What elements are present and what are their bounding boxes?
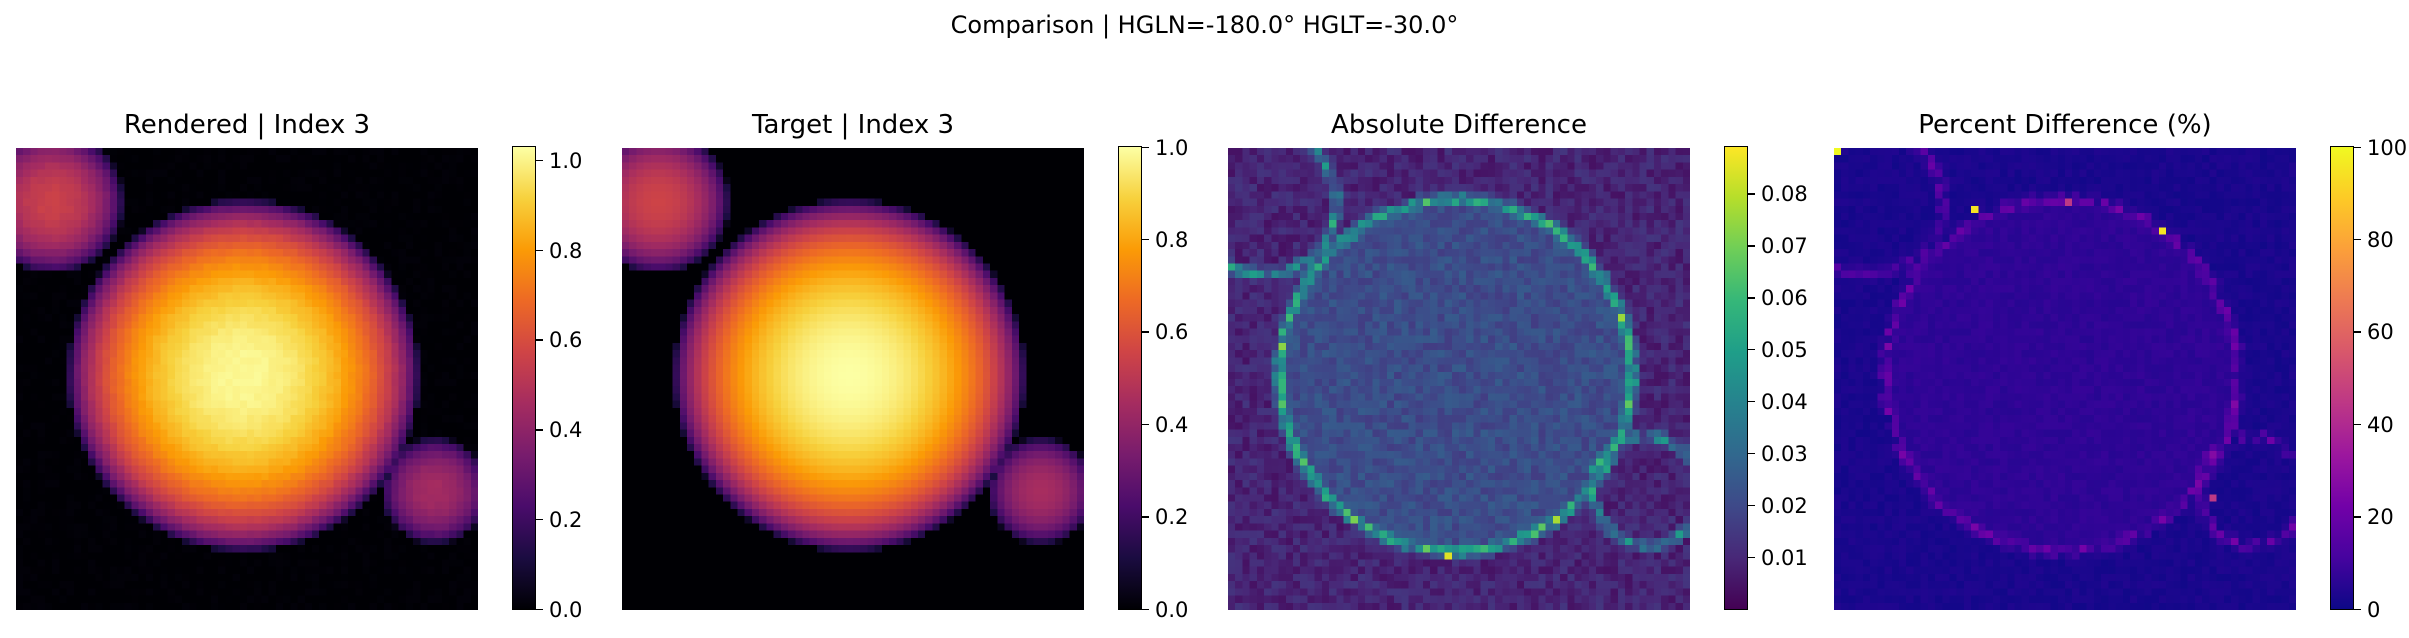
colorbar-tick-label: 0.2 [549, 507, 583, 532]
colorbar-tick-label: 0.05 [1761, 337, 1808, 362]
colorbar-target [1118, 146, 1142, 610]
colorbar-tick-mark [1142, 516, 1149, 518]
colorbar-tick-mark [1142, 608, 1149, 610]
colorbar-tick-mark [1142, 423, 1149, 426]
colorbar-tick-mark [1748, 556, 1755, 559]
figure-suptitle: Comparison | HGLN=-180.0° HGLT=-30.0° [950, 11, 1459, 39]
colorbar-tick-mark [536, 159, 543, 162]
colorbar-tick-label: 60 [2367, 320, 2394, 345]
colorbar-tick-mark [2354, 516, 2361, 518]
colorbar-tick-label: 0.6 [1155, 320, 1189, 345]
colorbar-tick-mark [2354, 238, 2361, 241]
colorbar-tick-mark [1748, 452, 1755, 455]
heatmap-target [622, 148, 1084, 610]
colorbar-percent-difference [2330, 146, 2354, 610]
colorbar-tick-label: 0.2 [1155, 505, 1189, 530]
colorbar-tick-mark [1142, 238, 1149, 241]
colorbar-tick-mark [536, 249, 543, 252]
colorbar-tick-label: 0.4 [549, 418, 583, 443]
panel-target: Target | Index 3 0.0 0.2 0.4 0.6 0.8 1.0 [622, 0, 1222, 638]
colorbar-ticks-percent-difference: 0 20 40 60 80 100 [2354, 136, 2409, 622]
colorbar-tick-label: 0.08 [1761, 182, 1808, 207]
colorbar-tick-label: 0.8 [549, 238, 583, 263]
panel-title-percent-difference: Percent Difference (%) [1918, 110, 2212, 140]
colorbar-tick-label: 0 [2367, 597, 2381, 622]
colorbar-tick-label: 1.0 [549, 148, 583, 173]
colorbar-tick-label: 40 [2367, 412, 2394, 437]
panel-title-rendered: Rendered | Index 3 [123, 110, 371, 140]
colorbar-tick-mark [536, 429, 543, 431]
colorbar-tick-mark [2354, 146, 2361, 148]
colorbar-tick-label: 0.01 [1761, 545, 1808, 570]
colorbar-tick-label: 0.8 [1155, 227, 1189, 252]
panel-title-absolute-difference: Absolute Difference [1331, 110, 1587, 140]
heatmap-percent-difference [1834, 148, 2296, 610]
colorbar-tick-mark [2354, 423, 2361, 426]
colorbar-absolute-difference [1724, 146, 1748, 610]
colorbar-tick-label: 0.03 [1761, 441, 1808, 466]
colorbar-tick-label: 0.6 [549, 328, 583, 353]
colorbar-tick-mark [1748, 245, 1755, 247]
colorbar-tick-label: 1.0 [1155, 135, 1189, 160]
colorbar-tick-label: 80 [2367, 227, 2394, 252]
colorbar-tick-label: 0.06 [1761, 286, 1808, 311]
colorbar-tick-mark [1748, 348, 1755, 351]
panel-percent-difference: Percent Difference (%) 0 20 40 60 80 100 [1834, 0, 2409, 638]
colorbar-tick-label: 0.4 [1155, 412, 1189, 437]
colorbar-tick-label: 20 [2367, 505, 2394, 530]
panel-rendered: Rendered | Index 3 0.0 0.2 0.4 0.6 0.8 1.0 [16, 0, 616, 638]
colorbar-tick-mark [1748, 504, 1755, 507]
colorbar-tick-mark [1748, 400, 1755, 403]
colorbar-ticks-target: 0.0 0.2 0.4 0.6 0.8 1.0 [1142, 136, 1232, 622]
colorbar-tick-mark [2354, 608, 2361, 610]
colorbar-rendered [512, 146, 536, 610]
colorbar-tick-mark [2354, 331, 2361, 333]
colorbar-tick-mark [536, 518, 543, 521]
colorbar-ticks-absolute-difference: 0.01 0.02 0.03 0.04 0.05 0.06 0.07 0.08 [1748, 146, 1838, 611]
panel-absolute-difference: Absolute Difference 0.01 0.02 0.03 0.04 0.05… [1228, 0, 1828, 638]
colorbar-tick-label: 0.07 [1761, 234, 1808, 259]
panel-title-target: Target | Index 3 [751, 110, 955, 140]
colorbar-tick-mark [1142, 146, 1149, 148]
colorbar-tick-mark [1748, 297, 1755, 299]
colorbar-tick-mark [1142, 331, 1149, 333]
colorbar-tick-label: 0.02 [1761, 493, 1808, 518]
colorbar-tick-label: 0.0 [549, 597, 583, 622]
colorbar-tick-label: 100 [2367, 135, 2408, 160]
heatmap-rendered [16, 148, 478, 610]
colorbar-tick-label: 0.04 [1761, 389, 1808, 414]
colorbar-tick-mark [536, 608, 543, 610]
colorbar-tick-mark [536, 339, 543, 341]
colorbar-tick-label: 0.0 [1155, 597, 1189, 622]
colorbar-tick-mark [1748, 193, 1755, 195]
heatmap-absolute-difference [1228, 148, 1690, 610]
colorbar-ticks-rendered: 0.0 0.2 0.4 0.6 0.8 1.0 [536, 146, 626, 622]
